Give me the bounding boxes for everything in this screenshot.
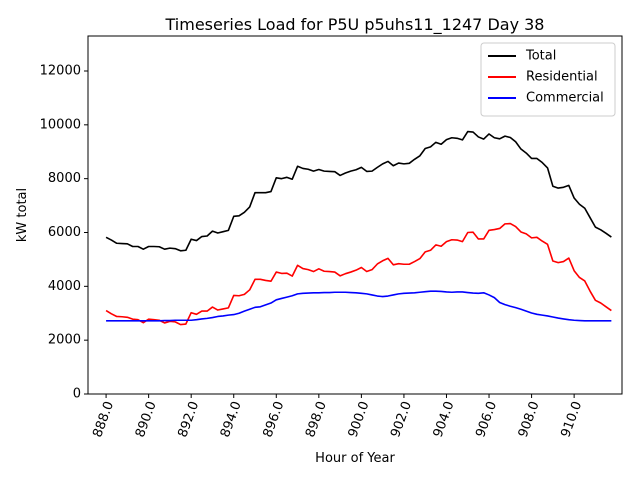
y-tick-label: 4000 <box>48 279 81 294</box>
y-tick-label: 6000 <box>48 225 81 240</box>
legend-label-total: Total <box>525 49 556 64</box>
y-tick-label: 2000 <box>48 333 81 348</box>
series-line-total <box>105 130 612 252</box>
legend: Total Residential Commercial <box>480 42 616 117</box>
y-tick-label: 0 <box>73 387 81 402</box>
y-tick-label: 10000 <box>40 117 81 132</box>
legend-label-residential: Residential <box>526 70 598 85</box>
x-axis-label: Hour of Year <box>315 451 395 466</box>
legend-label-commercial: Commercial <box>526 91 604 106</box>
y-axis-label: kW total <box>15 188 30 242</box>
series-layer <box>105 130 612 326</box>
plot-frame <box>87 35 623 395</box>
chart-title: Timeseries Load for P5U p5uhs11_1247 Day… <box>165 15 545 35</box>
series-line-residential <box>105 222 612 326</box>
series-line-commercial <box>106 290 612 322</box>
y-axis: 0 2000 4000 6000 8000 10000 12000 <box>40 63 88 402</box>
y-tick-label: 8000 <box>48 171 81 186</box>
y-tick-label: 12000 <box>40 63 81 78</box>
